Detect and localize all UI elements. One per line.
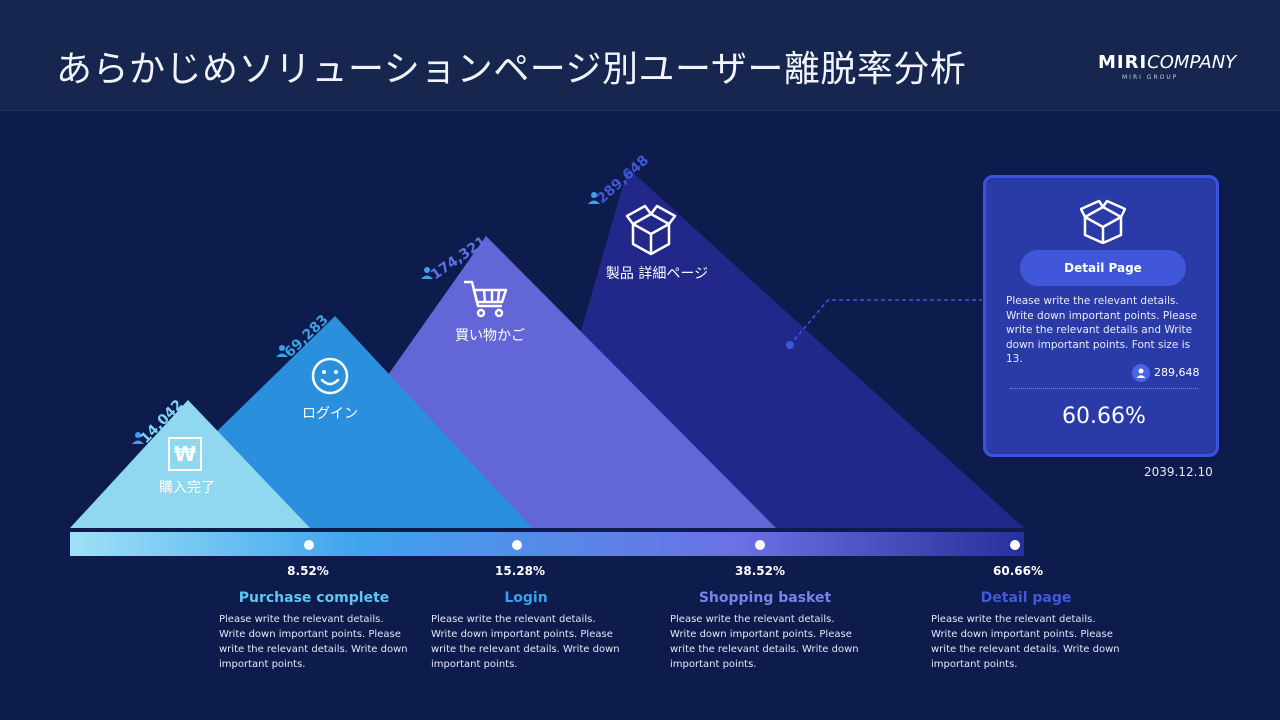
marker-detail	[1010, 540, 1020, 550]
won-icon: ₩	[168, 437, 202, 471]
card-user-count: 289,648	[1132, 364, 1200, 382]
step-basket: Shopping basket Please write the relevan…	[670, 590, 860, 672]
marker-login	[512, 540, 522, 550]
header-bar: あらかじめソリューションページ別ユーザー離脱率分析 MIRICOMPANY MI…	[0, 0, 1280, 111]
step-title: Detail page	[980, 590, 1072, 606]
card-divider	[1010, 388, 1198, 389]
label-basket: 買い物かご	[455, 328, 525, 344]
cart-icon	[464, 280, 508, 318]
label-purchase: 購入完了	[159, 480, 215, 496]
company-logo: MIRICOMPANY MIRI GROUP	[1098, 52, 1236, 88]
logo-subtitle: MIRI GROUP	[1122, 74, 1179, 81]
logo-wordmark: MIRICOMPANY	[1098, 52, 1236, 73]
user-icon	[132, 192, 600, 444]
step-desc: Please write the relevant details. Write…	[431, 614, 620, 670]
smile-icon	[311, 357, 349, 395]
box-icon	[625, 204, 677, 256]
percent-purchase: 8.52%	[287, 564, 329, 578]
label-login: ログイン	[302, 406, 358, 422]
label-detail: 製品 詳細ページ	[606, 266, 708, 282]
step-desc: Please write the relevant details. Write…	[219, 614, 408, 670]
card-connector	[789, 299, 982, 346]
marker-basket	[755, 540, 765, 550]
detail-card: Detail Page Please write the relevant de…	[983, 175, 1219, 457]
detail-page-button[interactable]: Detail Page	[1020, 250, 1186, 286]
logo-wordmark-bold: MIRI	[1098, 52, 1148, 73]
step-desc: Please write the relevant details. Write…	[931, 614, 1120, 670]
connector-dot	[786, 341, 794, 349]
marker-purchase	[304, 540, 314, 550]
card-date: 2039.12.10	[1144, 465, 1213, 479]
progress-track	[70, 532, 1024, 556]
logo-wordmark-rest: COMPANY	[1147, 52, 1237, 73]
step-title: Login	[504, 590, 548, 606]
user-icon	[1132, 364, 1150, 382]
step-title: Purchase complete	[238, 590, 390, 606]
card-percent: 60.66%	[1062, 404, 1146, 429]
page-title: あらかじめソリューションページ別ユーザー離脱率分析	[56, 49, 967, 90]
card-users-value: 289,648	[1154, 366, 1200, 379]
step-login: Login Please write the relevant details.…	[431, 590, 621, 672]
step-desc: Please write the relevant details. Write…	[670, 614, 859, 670]
mountain-purchase	[70, 400, 310, 528]
percent-basket: 38.52%	[735, 564, 785, 578]
step-detail: Detail page Please write the relevant de…	[931, 590, 1121, 672]
step-title: Shopping basket	[698, 590, 832, 606]
percent-login: 15.28%	[495, 564, 545, 578]
card-description: Please write the relevant details. Write…	[1006, 295, 1197, 365]
percent-detail: 60.66%	[993, 564, 1043, 578]
svg-text:₩: ₩	[174, 442, 196, 466]
box-icon	[1080, 199, 1126, 244]
step-purchase: Purchase complete Please write the relev…	[219, 590, 409, 672]
